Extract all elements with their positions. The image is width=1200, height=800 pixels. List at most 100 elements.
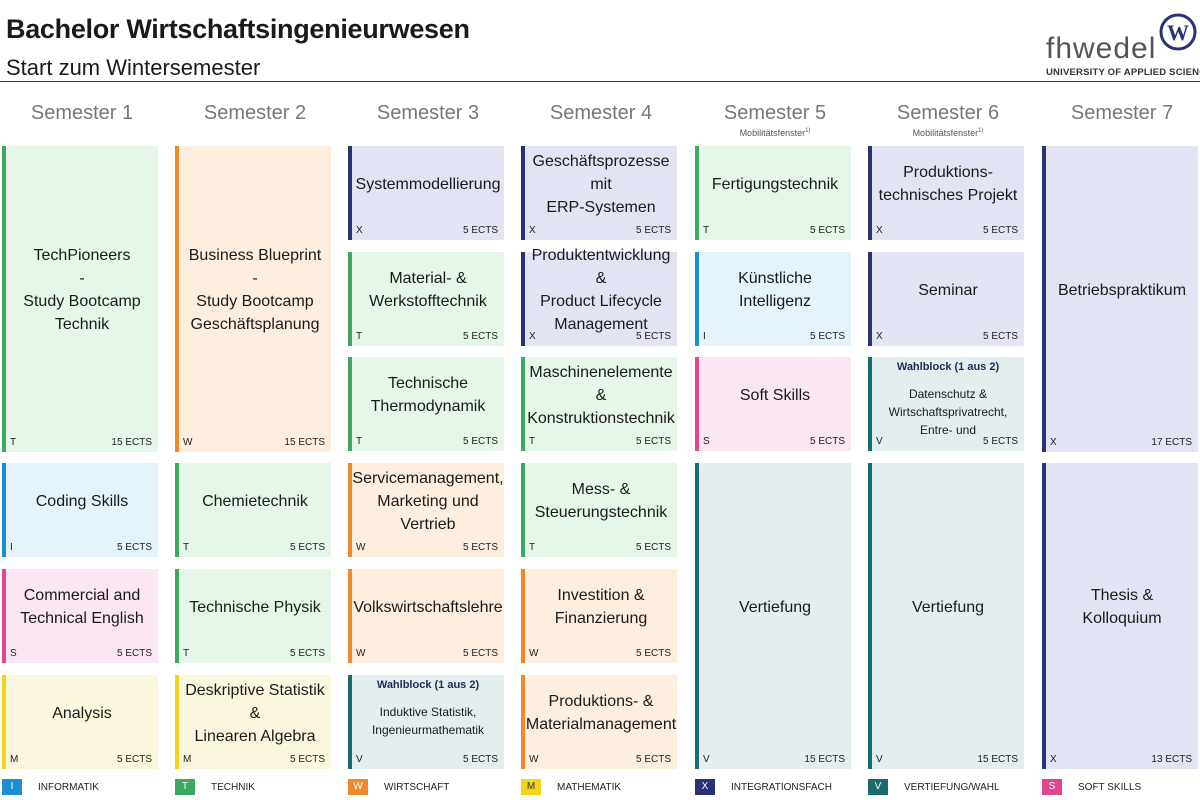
module-card: Chemietechnik T 5 ECTS [175, 463, 331, 557]
module-ects: 5 ECTS [462, 754, 498, 765]
module-category-code: V [356, 754, 363, 765]
module-category-bar [868, 146, 872, 240]
legend-swatch: X [695, 779, 715, 795]
module-card: Technische Thermodynamik T 5 ECTS [348, 357, 504, 451]
module-name: Volkswirtschaftslehre [353, 598, 503, 616]
module-category-bar [521, 252, 525, 346]
logo-tagline: UNIVERSITY OF APPLIED SCIENCES [1046, 67, 1200, 78]
module-ects: 5 ECTS [289, 648, 325, 659]
page-title: Bachelor Wirtschaftsingenieurwesen [6, 14, 470, 44]
module-name: Produktions- & Materialmanagement [525, 693, 677, 733]
module-category-code: S [703, 436, 710, 447]
module-ects: 17 ECTS [1151, 437, 1192, 448]
module-category-code: I [703, 331, 706, 342]
module-card: Künstliche Intelligenz I 5 ECTS [695, 252, 851, 346]
module-category-code: V [703, 754, 710, 765]
module-name: Vertiefung [738, 598, 812, 616]
module-name: Induktive Statistik, Ingenieurmathematik [371, 705, 485, 737]
module-name: Analysis [52, 704, 112, 722]
module-card: Produktions- technisches Projekt X 5 ECTS [868, 146, 1024, 240]
semester-header-6: Semester 6 [896, 102, 1000, 124]
module-name: Coding Skills [35, 492, 129, 510]
module-card: Commercial and Technical English S 5 ECTS [2, 569, 158, 663]
semester-note-6: Mobilitätsfenster1) [868, 128, 1028, 138]
module-card: Seminar X 5 ECTS [868, 252, 1024, 346]
module-name: Produktentwicklung & Product Lifecycle M… [531, 247, 671, 333]
module-ects: 5 ECTS [116, 542, 152, 553]
module-category-code: T [529, 542, 536, 553]
module-category-bar [695, 146, 699, 240]
module-card: Vertiefung V 15 ECTS [868, 463, 1024, 769]
module-card: Volkswirtschaftslehre W 5 ECTS [348, 569, 504, 663]
module-category-bar [868, 357, 872, 451]
module-name: Servicemanagement, Marketing und Vertrie… [352, 469, 504, 533]
module-ects: 5 ECTS [116, 648, 152, 659]
module-card: Maschinenelemente & Konstruktionstechnik… [521, 357, 677, 451]
semester-note-text: Mobilitätsfenster [739, 128, 806, 138]
module-ects: 5 ECTS [635, 648, 671, 659]
legend-label: MATHEMATIK [557, 782, 622, 793]
module-category-code: X [529, 331, 536, 342]
module-ects: 5 ECTS [635, 331, 671, 342]
module-ects: 5 ECTS [635, 225, 671, 236]
wahlblock-title: Wahlblock (1 aus 2) [376, 679, 480, 691]
legend-label: INFORMATIK [38, 782, 99, 793]
fh-wedel-logo: fhwedel W UNIVERSITY OF APPLIED SCIENCES [1040, 10, 1200, 80]
module-category-bar [2, 675, 6, 769]
module-ects: 5 ECTS [809, 436, 845, 447]
module-category-bar [521, 675, 525, 769]
semester-note-footnote: 1) [805, 128, 811, 134]
module-category-bar [348, 463, 352, 557]
legend-swatch: V [868, 779, 888, 795]
module-category-bar [1042, 463, 1046, 769]
module-category-bar [2, 569, 6, 663]
module-name: Systemmodellierung [355, 175, 501, 193]
module-name: Mess- & Steuerungstechnik [534, 481, 668, 521]
logo-wordmark: fhwedel [1046, 32, 1157, 65]
module-category-bar [521, 146, 525, 240]
module-category-code: X [356, 225, 363, 236]
module-ects: 15 ECTS [804, 754, 845, 765]
module-ects: 5 ECTS [635, 542, 671, 553]
semester-header-4: Semester 4 [549, 102, 653, 124]
module-category-code: T [356, 436, 363, 447]
module-category-code: W [356, 542, 366, 553]
module-category-code: T [529, 436, 536, 447]
module-ects: 5 ECTS [116, 754, 152, 765]
module-ects: 5 ECTS [462, 225, 498, 236]
semester-header-1: Semester 1 [30, 102, 134, 124]
legend-label: WIRTSCHAFT [384, 782, 450, 793]
module-category-code: W [356, 648, 366, 659]
module-name: Maschinenelemente & Konstruktionstechnik [527, 363, 675, 427]
module-name: Produktions- technisches Projekt [878, 164, 1018, 204]
legend-swatch: I [2, 779, 22, 795]
module-category-bar [348, 252, 352, 346]
module-name: TechPioneers - Study Bootcamp Technik [23, 247, 141, 333]
module-ects: 5 ECTS [809, 331, 845, 342]
module-name: Investition & Finanzierung [554, 587, 648, 627]
module-card: Wahlblock (1 aus 2) Datenschutz & Wirtsch… [868, 357, 1024, 451]
module-ects: 15 ECTS [977, 754, 1018, 765]
module-ects: 5 ECTS [635, 754, 671, 765]
legend-swatch: W [348, 779, 368, 795]
module-name: Seminar [918, 281, 978, 299]
module-category-code: T [183, 542, 190, 553]
module-category-code: V [876, 754, 883, 765]
legend-swatch: M [521, 779, 541, 795]
module-category-code: W [529, 754, 539, 765]
module-category-bar [348, 569, 352, 663]
module-name: Thesis & Kolloquium [1082, 587, 1162, 627]
module-category-code: T [183, 648, 190, 659]
module-category-code: X [876, 225, 883, 236]
module-name: Soft Skills [739, 386, 811, 404]
module-name: Material- & Werkstofftechnik [369, 270, 487, 310]
module-category-bar [695, 252, 699, 346]
legend-label: TECHNIK [211, 782, 255, 793]
module-category-code: T [703, 225, 710, 236]
module-card: TechPioneers - Study Bootcamp Technik T 15… [2, 146, 158, 452]
module-name: Geschäftsprozesse mit ERP-Systemen [532, 152, 670, 216]
module-category-bar [868, 252, 872, 346]
module-category-code: X [1050, 437, 1057, 448]
module-category-code: M [10, 754, 19, 765]
module-category-bar [868, 463, 872, 769]
